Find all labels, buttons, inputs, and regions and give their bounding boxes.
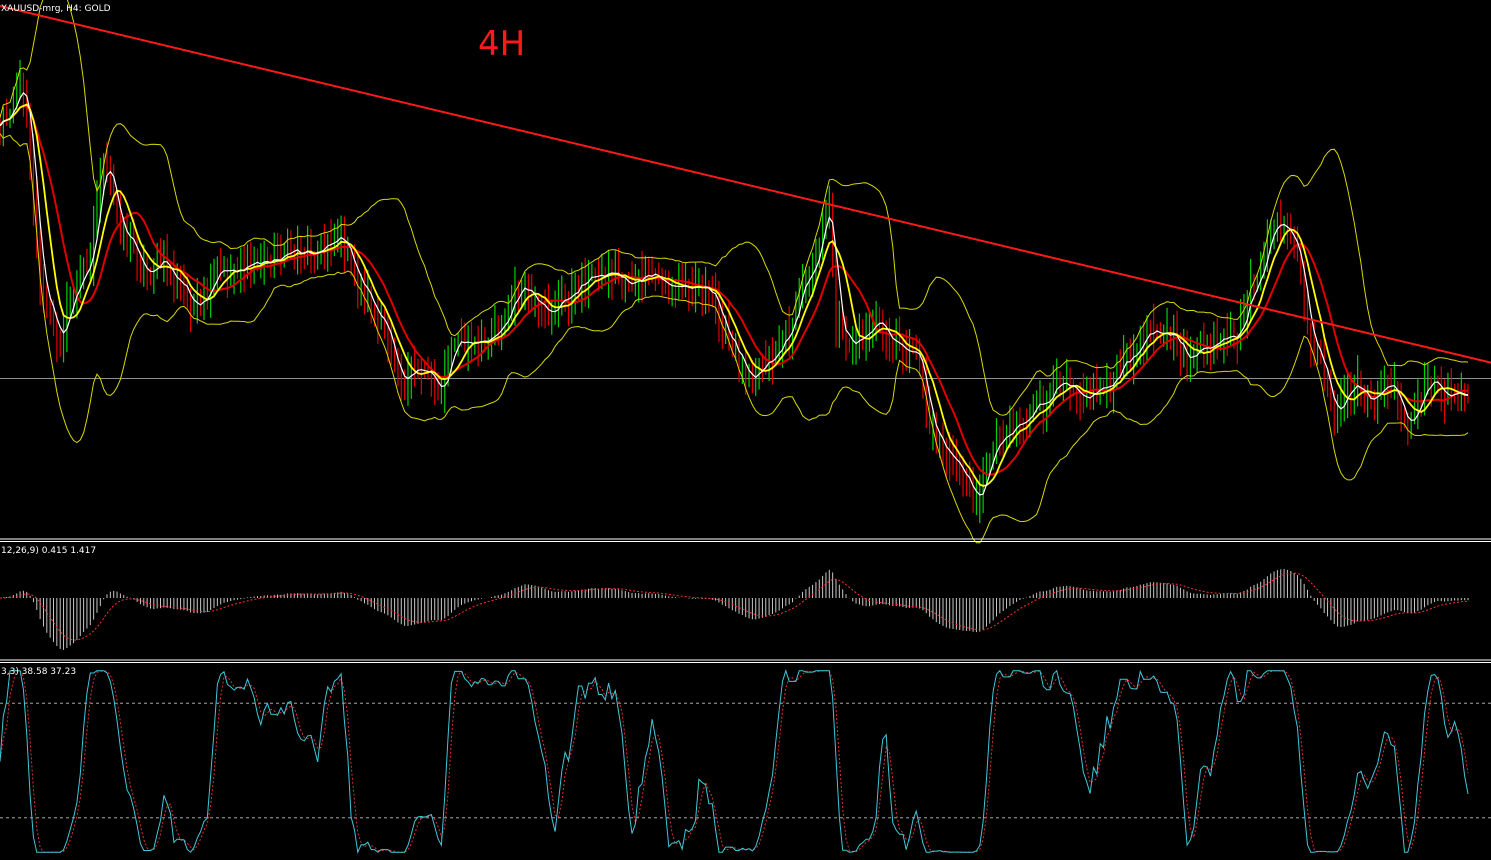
timeframe-annotation: 4H [478,24,526,64]
trendline [0,5,1491,364]
price-panel[interactable] [0,0,1491,544]
symbol-label: XAUUSD-mrg, H4: GOLD [1,4,111,14]
stochastic-main-line [0,669,1469,854]
stochastic-label: 3,3) 38.58 37.23 [1,667,77,677]
ma-fast-line [0,91,1469,496]
macd-panel[interactable] [0,569,1469,650]
ma-slow-line [0,104,1469,476]
macd-signal-line [0,572,1469,641]
band-lower [0,133,1469,544]
band-upper [0,0,1469,416]
macd-label: 12,26,9) 0.415 1.417 [1,546,97,556]
stochastic-panel[interactable] [0,669,1491,854]
